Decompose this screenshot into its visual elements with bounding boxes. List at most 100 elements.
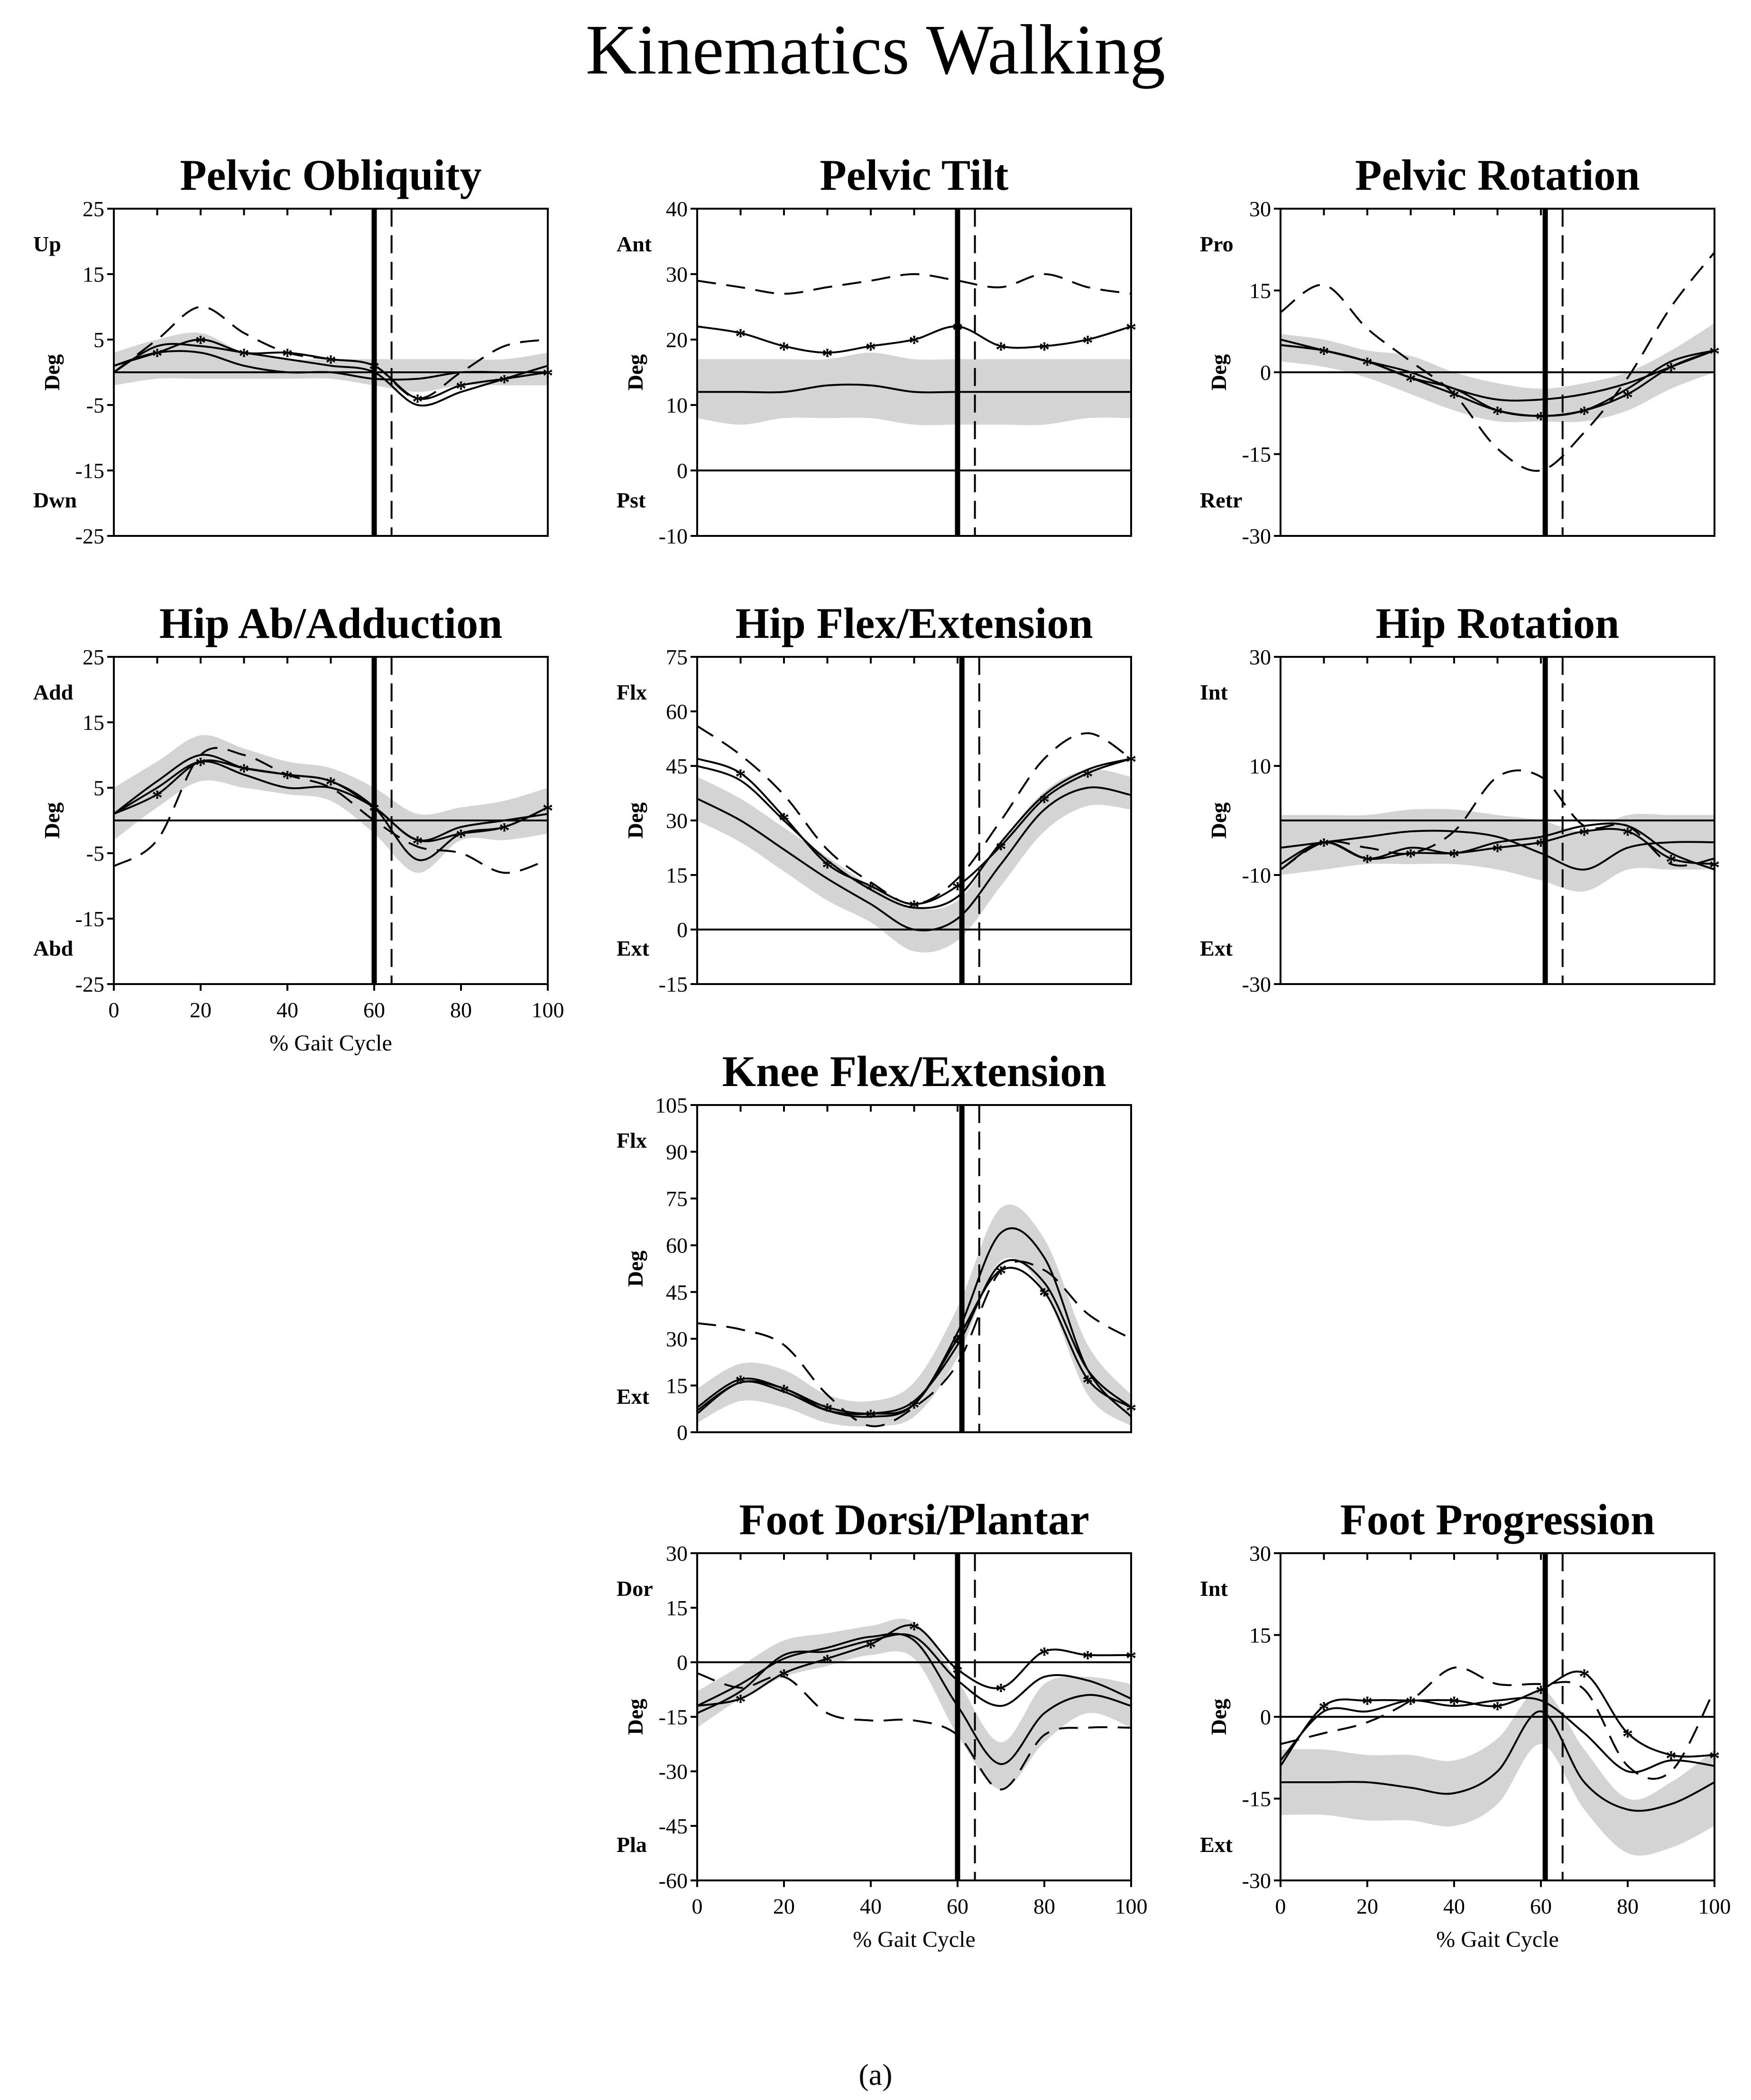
star-marker: * [1362,352,1373,377]
series-normal-mean [697,1632,1131,1765]
star-marker: * [1082,1646,1093,1670]
series-left [697,1633,1131,1714]
star-marker: * [909,1395,920,1419]
star-marker: * [779,337,790,361]
star-marker: * [909,331,920,355]
x-tick-label: 60 [947,1894,968,1918]
series-dashed [697,1260,1131,1428]
lower-side-label: Ext [617,1384,650,1409]
lower-side-label: Pst [617,488,646,512]
series-normal-mean [1281,829,1714,871]
lower-side-label: Retr [1200,488,1242,512]
y-tick-label: -5 [86,393,104,417]
x-axis-label: % Gait Cycle [269,1031,392,1056]
y-tick-label: -15 [659,972,688,996]
series-left [697,1259,1131,1416]
star-marker: * [152,785,163,810]
y-tick-label: 25 [83,197,104,221]
y-tick-label: 60 [666,1234,688,1258]
star-marker: * [282,344,293,368]
star-marker: * [1039,337,1050,361]
y-tick-label: -10 [659,524,688,548]
upper-side-label: Flx [617,1128,647,1152]
x-tick-label: 80 [1033,1894,1055,1918]
star-marker: * [412,831,423,855]
y-tick-label: 5 [93,328,104,352]
series-normal-mean [114,350,548,381]
star-marker: * [1492,402,1503,426]
x-tick-label: 100 [1115,1894,1148,1918]
y-tick-label: 30 [1249,645,1271,669]
lower-side-label: Ext [1200,936,1233,960]
star-marker: * [995,837,1006,861]
series-right [697,325,1131,354]
chart-title: Knee Flex/Extension [722,1047,1106,1096]
star-marker: * [822,1649,833,1674]
y-axis-label: Deg [623,1699,647,1735]
x-tick-label: 80 [1617,1894,1639,1918]
y-axis-label: Deg [40,354,64,391]
star-marker: * [456,825,467,849]
x-axis-label: % Gait Cycle [1436,1927,1559,1952]
star-marker: * [325,350,336,374]
plot-area [697,1105,1131,1432]
y-tick-label: 10 [666,393,688,417]
series-dashed [697,725,1131,905]
star-marker: * [952,317,963,341]
y-tick-label: 20 [666,328,688,352]
y-tick-label: 15 [666,863,688,887]
y-tick-label: 15 [1249,1623,1271,1648]
star-marker: * [909,895,920,919]
chart-title: Foot Dorsi/Plantar [739,1495,1089,1544]
chart-title: Pelvic Rotation [1355,151,1640,199]
star-marker: * [1039,790,1050,814]
series-right [1281,1670,1714,1767]
x-tick-label: 0 [109,998,120,1022]
x-tick-label: 100 [1698,1894,1731,1918]
star-marker: * [239,759,249,783]
series-dashed [697,273,1131,295]
y-tick-label: 90 [666,1140,688,1164]
y-tick-label: 10 [1249,754,1271,778]
star-marker: * [1536,1681,1547,1705]
series-dashed [1281,769,1714,871]
star-marker: * [1536,833,1547,857]
star-marker: * [1405,1692,1416,1716]
y-tick-label: -15 [1242,442,1271,467]
star-marker: * [1449,385,1460,409]
star-marker: * [735,324,746,348]
star-marker: * [909,1617,920,1641]
y-axis-label: Deg [1207,1699,1231,1735]
y-tick-label: -25 [75,524,104,548]
star-marker: * [735,764,746,788]
x-tick-label: 60 [363,998,385,1022]
series-dashed [114,305,548,400]
series-left [1281,822,1714,871]
normative-band [114,332,548,392]
y-tick-label: 40 [666,197,688,221]
star-marker: * [779,808,790,832]
lower-side-label: Pla [617,1833,647,1857]
star-marker: * [1405,369,1416,393]
star-marker: * [952,1330,963,1354]
x-tick-label: 80 [450,998,472,1022]
series-normal-mean [697,786,1131,931]
x-tick-label: 40 [276,998,298,1022]
star-marker: * [1666,1746,1677,1770]
star-marker: * [866,337,876,361]
upper-side-label: Up [33,232,61,256]
series-right [697,757,1131,905]
star-marker: * [1449,1692,1460,1716]
y-tick-label: -30 [659,1759,688,1784]
y-tick-label: 15 [666,1373,688,1398]
series-left [114,754,548,861]
y-tick-label: 30 [666,809,688,833]
series-right [114,338,548,400]
star-marker: * [735,1690,746,1714]
star-marker: * [239,344,249,368]
